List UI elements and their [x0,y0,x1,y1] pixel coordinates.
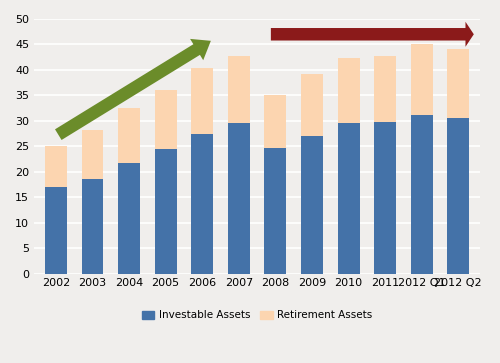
Bar [338,123,359,274]
Bar [448,49,469,118]
Bar [82,130,104,179]
Bar [45,187,67,274]
Bar [82,179,104,274]
Bar [410,44,432,115]
Bar [264,148,286,274]
Legend: Investable Assets, Retirement Assets: Investable Assets, Retirement Assets [138,306,376,325]
Bar [45,146,67,187]
Bar [228,123,250,274]
Bar [374,122,396,274]
Bar [301,136,323,274]
Bar [154,149,176,274]
Bar [154,90,176,149]
Bar [374,56,396,122]
Bar [118,108,140,163]
Bar [448,118,469,274]
Bar [192,134,213,274]
Bar [228,56,250,123]
Bar [192,68,213,134]
Bar [301,74,323,136]
Bar [338,58,359,123]
Bar [264,95,286,148]
Bar [118,163,140,274]
Bar [410,115,432,274]
